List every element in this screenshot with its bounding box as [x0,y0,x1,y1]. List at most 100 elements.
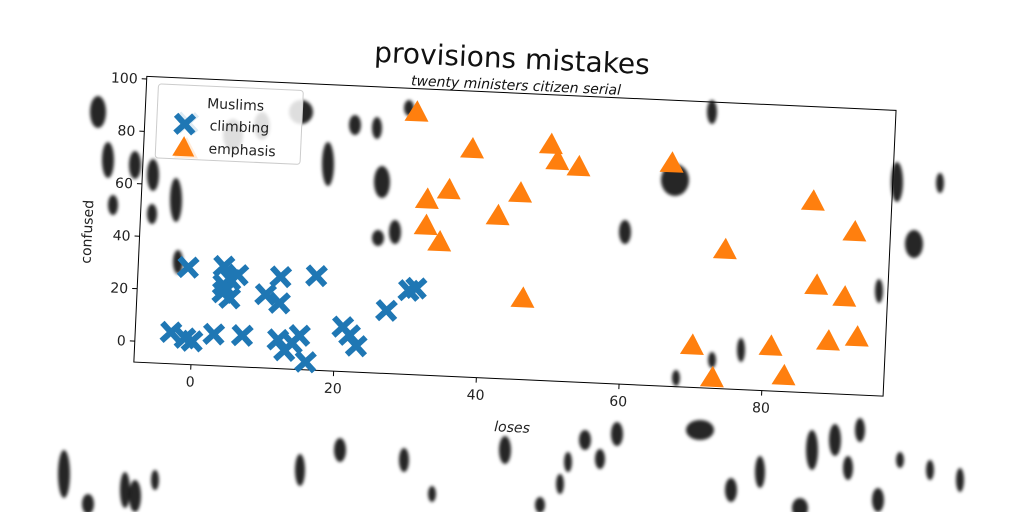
noise-blob [875,279,883,303]
noise-blob [611,422,623,446]
noise-blob [151,470,159,490]
legend-marker-climbing [173,112,197,136]
x-ticks: 0 20 40 60 80 [185,364,770,417]
point-climbing [269,265,293,289]
noise-blob [686,420,714,440]
point-emphasis [538,132,563,155]
noise-blob [855,418,865,442]
noise-blob [173,250,183,274]
point-climbing [176,255,200,279]
noise-blob [829,424,841,456]
point-emphasis [758,334,783,356]
noise-blob [349,115,361,135]
legend-label-climbing: climbing [209,118,269,137]
point-climbing [344,334,368,358]
noise-blob [129,151,141,179]
x-tick-label: 40 [466,387,485,404]
point-climbing [159,320,183,344]
point-emphasis [414,187,439,209]
noise-blob [372,230,384,246]
noise-blob [564,452,572,472]
point-emphasis [712,237,737,260]
y-tick-label: 40 [112,228,131,245]
point-emphasis [804,273,829,295]
point-emphasis [436,177,461,200]
noise-blob [334,438,346,462]
x-tick-label: 20 [324,381,343,398]
point-climbing [254,283,278,306]
noise-blob [58,450,70,498]
noise-blob [372,117,382,139]
noise-blob [755,456,765,488]
noise-blob [129,480,141,512]
legend-label-emphasis: emphasis [208,141,276,160]
noise-blob [322,142,334,186]
point-emphasis [545,148,570,171]
point-climbing [226,263,250,287]
noise-blob [843,456,853,480]
y-axis-label: confused [79,200,98,264]
noise-blob [619,220,631,244]
point-climbing [218,286,242,310]
y-tick-label: 80 [117,123,136,140]
noise-blob [905,230,923,258]
noise-blob [399,448,409,472]
x-tick-label: 60 [609,394,628,411]
x-axis-label: loses [494,419,530,437]
point-emphasis [510,286,535,308]
noise-blob [707,100,717,124]
noise-blob [102,142,114,178]
point-climbing [288,324,311,347]
legend: Muslims climbing emphasis [154,83,304,165]
point-emphasis [508,181,533,203]
y-tick-label: 60 [115,176,134,193]
noise-blob [120,472,130,508]
legend-marker-emphasis [172,136,195,157]
noise-blob [374,166,390,198]
point-emphasis [800,189,825,211]
point-climbing [294,350,317,374]
point-emphasis [659,151,684,173]
noise-blob [82,494,94,512]
point-climbing [305,264,328,288]
point-emphasis [832,285,857,307]
noise-blob [389,220,401,244]
noise-blob [936,173,944,193]
point-climbing [212,254,236,278]
noise-blob [926,460,934,480]
y-ticks: 0 20 40 60 80 100 [110,70,147,350]
point-climbing [268,291,291,315]
noise-blob [579,430,591,450]
noise-blob [147,204,157,224]
point-climbing [404,276,428,300]
noise-blob [806,430,818,470]
noise-blob [872,488,884,512]
point-emphasis [566,154,591,177]
noise-blob [708,352,716,368]
noise-blob [108,195,118,215]
noise-blob [792,498,808,512]
noise-blob [295,454,305,486]
point-emphasis [699,365,724,388]
noise-blob [556,474,564,494]
point-emphasis [413,213,438,236]
point-emphasis [679,333,704,355]
point-emphasis [771,363,796,386]
noise-blob [737,338,745,362]
y-tick-label: 100 [111,70,138,87]
point-emphasis [842,219,867,242]
x-tick-label: 0 [185,374,195,390]
noise-blob [725,478,737,502]
point-emphasis [815,329,840,351]
noise-blob [595,449,605,469]
noise-blob [170,178,182,222]
point-climbing [375,299,398,322]
point-emphasis [404,100,429,122]
point-climbing [180,329,204,353]
axes-frame [133,75,897,397]
y-tick-label: 20 [110,280,129,297]
data-marks [159,100,869,388]
y-tick-label: 0 [116,333,126,349]
